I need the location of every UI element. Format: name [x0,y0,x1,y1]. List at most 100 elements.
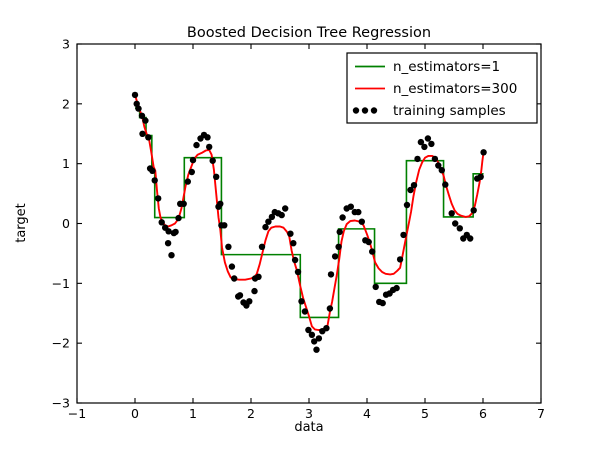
training-sample-point [221,222,228,229]
y-tick-label: 0 [62,216,70,231]
y-tick-label: −1 [52,276,70,291]
training-sample-point [336,228,343,236]
axis-ticks [76,43,542,404]
training-sample-point [327,271,335,278]
training-sample-point [282,205,289,212]
training-sample-point [365,238,372,246]
training-sample-point [448,210,455,217]
training-sample-point [452,220,459,227]
training-sample-point [403,201,411,209]
training-sample-point [438,167,445,174]
training-sample-point [305,326,312,334]
training-sample-point [139,130,146,137]
training-sample-point [379,299,386,307]
x-tick-label: 0 [131,406,139,421]
training-sample-point [138,112,146,120]
training-sample-point [180,200,187,207]
training-sample-point [442,181,449,188]
training-sample-point [213,173,220,180]
y-tick-label: 1 [62,156,70,171]
training-sample-point [326,305,334,312]
training-sample-point [236,292,244,299]
training-sample-point [151,177,158,184]
chart-title: Boosted Decision Tree Regression [187,25,431,41]
legend: n_estimators=1 n_estimators=300 training… [346,52,538,124]
training-sample-point [414,155,421,163]
training-sample-point [400,231,407,239]
training-sample-point [396,256,404,263]
training-sample-point [168,252,175,259]
training-sample-point [133,100,140,108]
training-sample-point [470,207,477,214]
training-sample-point [431,155,439,163]
training-sample-point [255,273,262,280]
training-sample-point [231,275,238,282]
training-sample-point [435,162,442,169]
training-sample-point [335,243,342,250]
training-sample-point [339,214,346,221]
training-sample-point [268,213,276,221]
training-sample-point [407,186,414,194]
training-sample-point [480,149,487,156]
training-sample-point [417,138,425,146]
training-sample-point [188,168,195,176]
x-tick-label: 3 [305,406,313,421]
x-axis-label: data [294,420,323,435]
training-sample-point [155,195,162,202]
training-sample-point [410,182,418,189]
training-sample-point [262,223,269,231]
training-sample-point [467,235,474,242]
training-sample-point [311,338,318,345]
axis-tick-labels: −1 0 1 2 3 4 5 6 7 −3 −2 −1 0 1 2 3 [52,37,545,422]
legend-scatter-sample [352,107,378,114]
training-sample-point [149,167,156,174]
training-sample-point [158,219,165,226]
training-sample-point [313,346,320,353]
training-sample-point [258,243,266,250]
training-sample-point [165,228,172,235]
training-sample-point [315,335,323,342]
training-sample-point [228,263,236,270]
x-tick-label: 5 [421,406,429,421]
training-sample-point [131,91,139,99]
training-sample-point [424,135,432,142]
legend-label-estimators-1: n_estimators=1 [393,59,500,75]
x-tick-label: 2 [247,406,255,421]
training-sample-point [358,218,365,225]
training-sample-point [372,283,379,291]
training-sample-point [184,178,191,185]
training-sample-point [135,105,142,112]
training-sample-point [290,240,297,247]
y-tick-label: 2 [62,96,70,111]
training-sample-point [142,117,149,124]
x-tick-label: 7 [537,406,545,421]
training-sample-point [204,134,211,141]
y-tick-label: 3 [62,37,70,52]
training-sample-point [164,240,172,247]
training-sample-point [421,143,428,151]
training-sample-point [291,256,299,264]
training-sample-point [308,331,316,338]
y-tick-label: −2 [52,336,70,351]
red-line-series [134,94,485,331]
training-samples-scatter [131,91,487,353]
x-tick-label: 6 [479,406,487,421]
training-sample-point [209,157,216,164]
legend-label-estimators-300: n_estimators=300 [393,81,517,97]
training-sample-point [369,248,376,255]
training-sample-point [287,230,294,237]
training-sample-point [206,143,213,151]
training-sample-point [189,156,197,164]
training-sample-point [298,298,305,305]
legend-label-training-samples: training samples [393,103,506,119]
training-sample-point [323,325,330,332]
training-sample-point [175,214,182,222]
training-sample-point [301,308,309,315]
y-axis-label: target [14,203,29,243]
training-sample-point [225,243,232,250]
training-sample-point [355,208,362,216]
x-tick-label: 4 [363,406,371,421]
training-sample-point [393,284,400,292]
